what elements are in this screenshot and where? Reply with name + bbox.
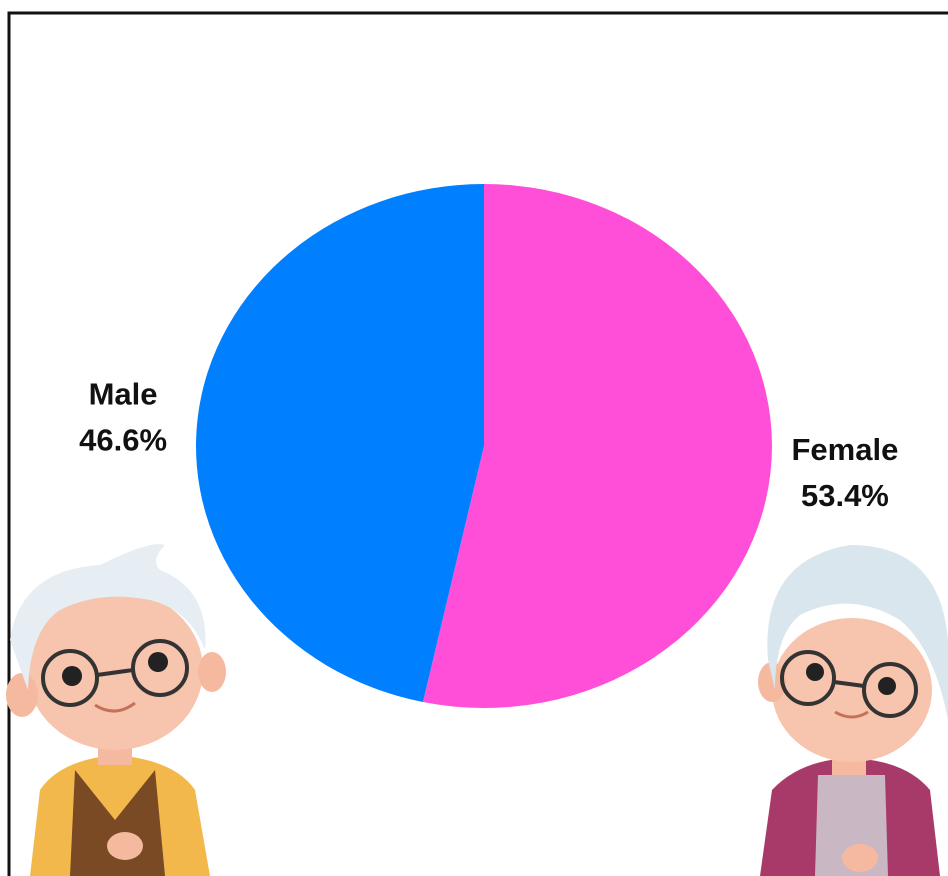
pie-slice — [195, 184, 484, 703]
man-illustration — [6, 544, 226, 876]
woman-illustration — [758, 545, 948, 876]
pie — [195, 184, 772, 708]
value-label: 53.4% — [801, 478, 889, 513]
category-label: Male — [89, 376, 158, 411]
category-label: Female — [792, 432, 899, 467]
value-label: 46.6% — [79, 422, 167, 457]
labels: Female 53.4% Male 46.6% — [79, 376, 898, 513]
pie-slice — [422, 184, 772, 708]
